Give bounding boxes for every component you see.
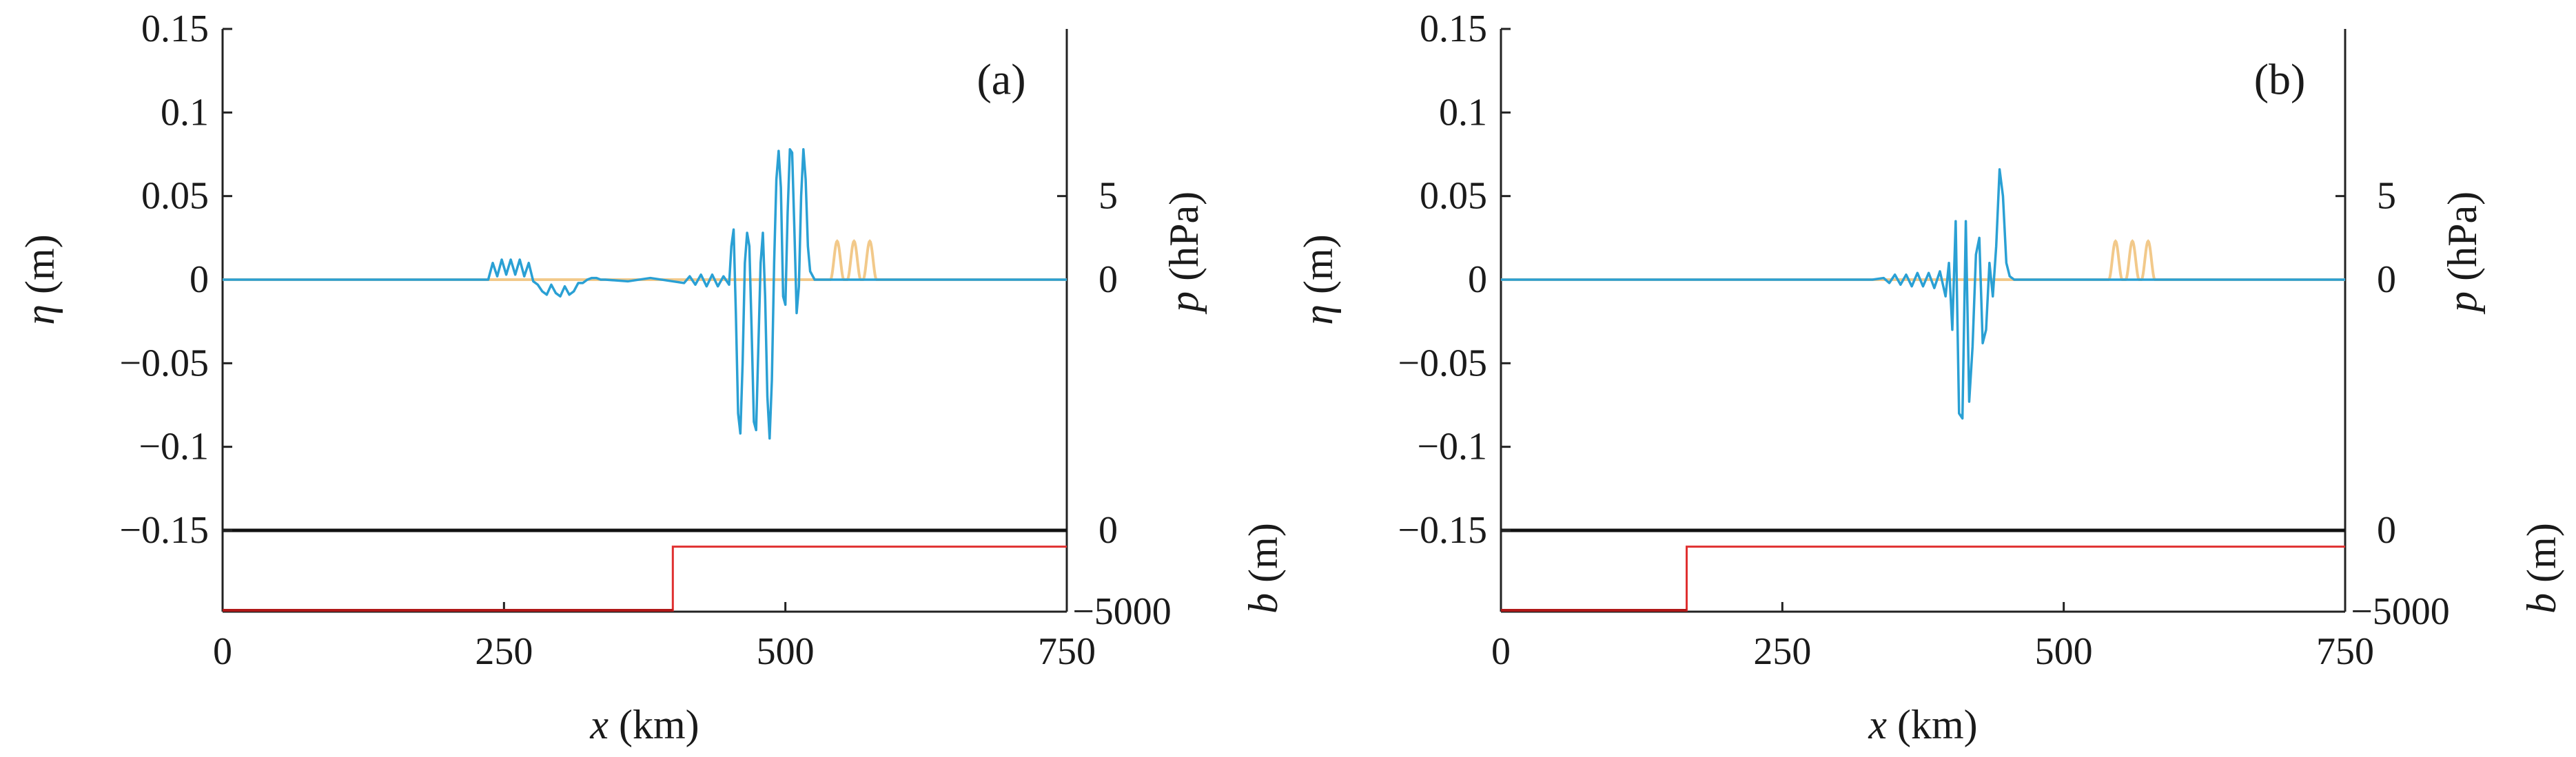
eta-line — [1501, 168, 2345, 420]
x-tick-label: 750 — [1038, 630, 1096, 673]
x-tick-label: 0 — [213, 630, 232, 673]
eta-axis-label: η (m) — [1296, 234, 1341, 324]
p-axis-label-unit: (hPa) — [1161, 191, 1207, 291]
bathymetry-line — [1501, 546, 2345, 612]
eta-tick-label: 0 — [1468, 258, 1487, 301]
x-tick-label: 250 — [475, 630, 533, 673]
panel-label: (b) — [2254, 55, 2306, 104]
p-axis-label-var: p — [2440, 291, 2485, 315]
b-tick-label: 0 — [2377, 509, 2396, 552]
pressure-line — [1501, 239, 2345, 281]
pressure-line — [223, 239, 1067, 281]
b-axis-label: b (m) — [2519, 523, 2564, 614]
x-axis-label-unit: (km) — [1887, 702, 1978, 747]
x-axis-label-var: x — [1868, 702, 1887, 747]
eta-axis-label-unit: (m) — [1296, 234, 1341, 304]
p-axis-label-unit: (hPa) — [2440, 191, 2485, 291]
eta-line — [223, 147, 1067, 440]
x-tick-label: 500 — [2035, 630, 2093, 673]
eta-tick-label: 0.1 — [1439, 91, 1487, 134]
eta-tick-label: −0.1 — [1417, 426, 1487, 468]
b-axis-label-unit: (m) — [2519, 523, 2564, 593]
eta-tick-label: 0.1 — [161, 91, 209, 134]
eta-tick-label: 0.15 — [1420, 8, 1487, 50]
x-axis-label: x (km) — [589, 702, 699, 747]
eta-axis-label: η (m) — [17, 234, 63, 324]
x-axis-label-var: x — [589, 702, 609, 747]
eta-axis-label-var: η — [17, 304, 63, 325]
p-tick-label: 0 — [1098, 258, 1118, 301]
p-tick-label: 5 — [2377, 175, 2396, 218]
p-tick-label: 5 — [1098, 175, 1118, 218]
x-tick-label: 250 — [1753, 630, 1811, 673]
eta-tick-label: −0.15 — [119, 509, 209, 552]
x-tick-label: 500 — [757, 630, 815, 673]
b-tick-label: −5000 — [2351, 590, 2450, 633]
b-axis-label-unit: (m) — [1240, 523, 1286, 593]
eta-tick-label: 0.05 — [141, 175, 209, 218]
eta-tick-label: −0.05 — [1398, 342, 1487, 384]
eta-tick-label: 0.05 — [1420, 175, 1487, 218]
bathymetry-line — [223, 546, 1067, 612]
eta-tick-label: 0.15 — [141, 8, 209, 50]
p-axis-label-var: p — [1161, 291, 1207, 315]
x-tick-label: 750 — [2316, 630, 2374, 673]
panel-label: (a) — [977, 55, 1025, 104]
p-axis-label: p (hPa) — [1161, 191, 1207, 315]
x-axis-label: x (km) — [1868, 702, 1977, 747]
b-axis-label-var: b — [2519, 593, 2564, 614]
x-axis-label-unit: (km) — [609, 702, 699, 747]
b-axis-label: b (m) — [1240, 523, 1286, 614]
eta-tick-label: −0.15 — [1398, 509, 1487, 552]
b-axis-label-var: b — [1240, 593, 1286, 614]
eta-tick-label: 0 — [190, 258, 209, 301]
eta-axis-label-unit: (m) — [17, 234, 63, 304]
b-tick-label: 0 — [1098, 509, 1118, 552]
eta-tick-label: −0.1 — [139, 426, 209, 468]
b-tick-label: −5000 — [1072, 590, 1172, 633]
p-axis-label: p (hPa) — [2440, 191, 2485, 315]
p-tick-label: 0 — [2377, 258, 2396, 301]
eta-tick-label: −0.05 — [119, 342, 209, 384]
eta-axis-label-var: η — [1296, 304, 1341, 325]
x-tick-label: 0 — [1491, 630, 1511, 673]
